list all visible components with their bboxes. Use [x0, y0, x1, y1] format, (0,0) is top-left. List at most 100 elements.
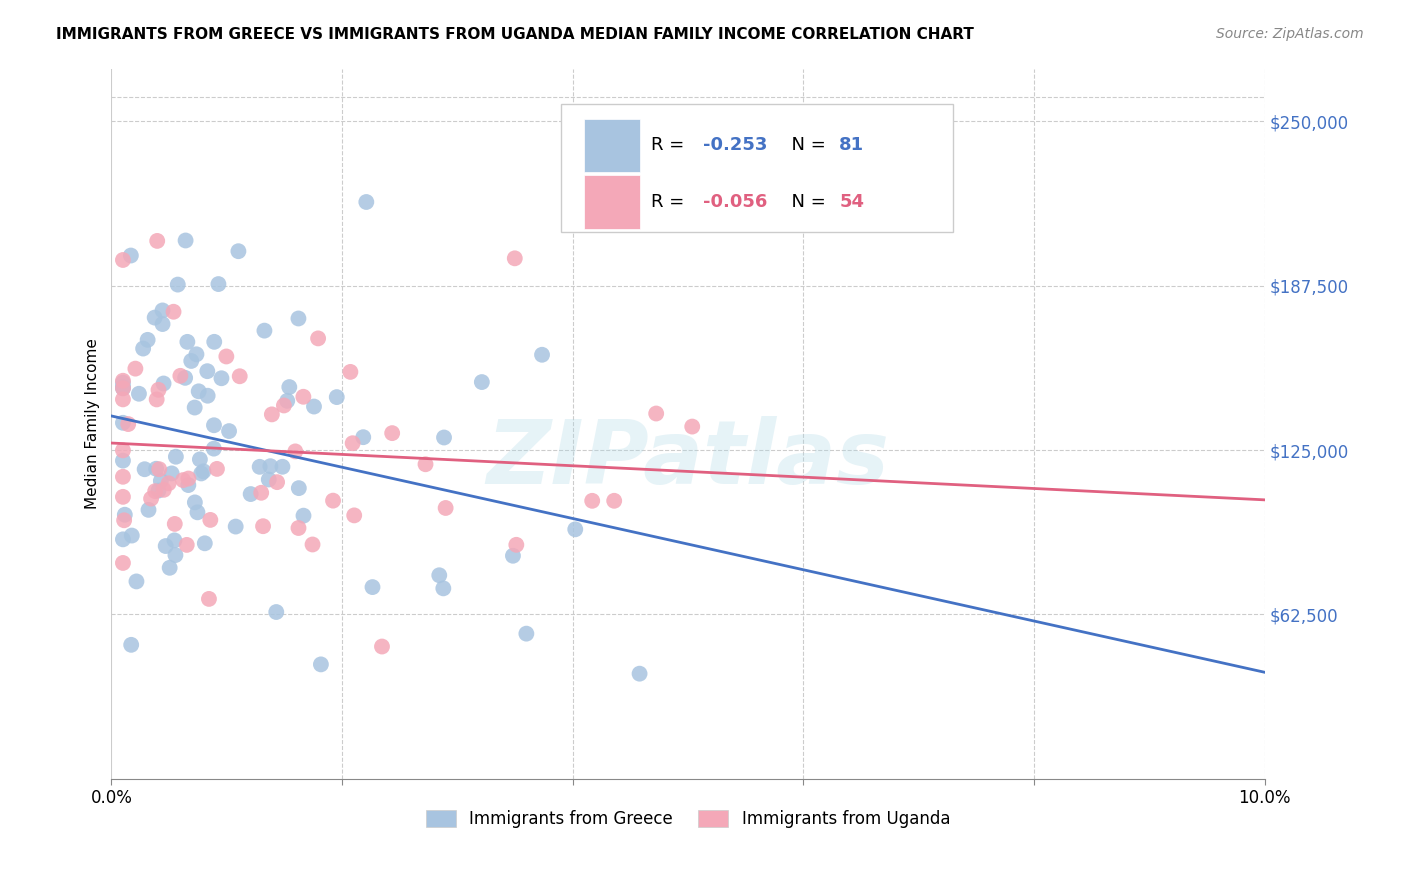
Y-axis label: Median Family Income: Median Family Income	[86, 338, 100, 509]
Point	[166, 277, 188, 292]
Point	[111, 252, 134, 267]
Point	[628, 666, 651, 681]
Point	[146, 234, 169, 248]
Point	[139, 491, 162, 506]
Point	[128, 386, 150, 401]
Point	[434, 500, 457, 515]
Point	[228, 369, 250, 384]
Point	[287, 521, 309, 535]
Point	[159, 561, 181, 575]
Point	[111, 381, 134, 395]
Point	[162, 304, 184, 318]
Point	[207, 277, 229, 291]
Point	[205, 462, 228, 476]
Point	[225, 519, 247, 533]
FancyBboxPatch shape	[585, 176, 640, 228]
Point	[176, 334, 198, 349]
Point	[276, 393, 298, 408]
Point	[515, 626, 537, 640]
Point	[302, 400, 325, 414]
Point	[215, 350, 238, 364]
Point	[564, 522, 586, 536]
Point	[155, 539, 177, 553]
Point	[160, 467, 183, 481]
Point	[381, 426, 404, 441]
Point	[427, 568, 450, 582]
Point	[138, 503, 160, 517]
Point	[581, 493, 603, 508]
Point	[273, 399, 295, 413]
Point	[339, 365, 361, 379]
Point	[111, 392, 134, 407]
Point	[292, 508, 315, 523]
Point	[218, 424, 240, 438]
Point	[252, 519, 274, 533]
Point	[120, 248, 142, 262]
Point	[111, 374, 134, 388]
Point	[111, 380, 134, 394]
Point	[502, 549, 524, 563]
Point	[197, 389, 219, 403]
Text: 54: 54	[839, 193, 865, 211]
Point	[149, 474, 172, 488]
Point	[603, 493, 626, 508]
Point	[111, 490, 134, 504]
Point	[134, 462, 156, 476]
Point	[136, 333, 159, 347]
Point	[433, 430, 456, 444]
Point	[284, 444, 307, 458]
Point	[249, 459, 271, 474]
Point	[186, 347, 208, 361]
Text: N =: N =	[780, 136, 832, 154]
Point	[111, 381, 134, 395]
Point	[259, 459, 281, 474]
Point	[309, 657, 332, 672]
Point	[505, 538, 527, 552]
Point	[188, 452, 211, 467]
Point	[200, 513, 222, 527]
Point	[356, 194, 378, 209]
Point	[326, 390, 349, 404]
Point	[342, 436, 364, 450]
Legend: Immigrants from Greece, Immigrants from Uganda: Immigrants from Greece, Immigrants from …	[419, 803, 956, 835]
Point	[371, 640, 394, 654]
Point	[186, 505, 208, 519]
Point	[169, 368, 191, 383]
Text: R =: R =	[651, 136, 690, 154]
Point	[194, 536, 217, 550]
Point	[415, 457, 437, 471]
Point	[432, 582, 454, 596]
Point	[125, 574, 148, 589]
Point	[121, 528, 143, 542]
Point	[190, 467, 212, 481]
Point	[352, 430, 374, 444]
Point	[228, 244, 250, 259]
Point	[172, 473, 194, 487]
Text: -0.056: -0.056	[703, 193, 768, 211]
Point	[152, 317, 174, 331]
Point	[193, 464, 215, 478]
Point	[148, 383, 170, 397]
Point	[112, 513, 135, 527]
Point	[292, 390, 315, 404]
Point	[177, 471, 200, 485]
Point	[177, 478, 200, 492]
Point	[148, 462, 170, 476]
Point	[260, 408, 283, 422]
Point	[174, 234, 197, 248]
Point	[165, 548, 187, 562]
Point	[174, 371, 197, 385]
Point	[143, 484, 166, 499]
Point	[183, 401, 205, 415]
Point	[301, 537, 323, 551]
Point	[111, 556, 134, 570]
Text: IMMIGRANTS FROM GREECE VS IMMIGRANTS FROM UGANDA MEDIAN FAMILY INCOME CORRELATIO: IMMIGRANTS FROM GREECE VS IMMIGRANTS FRO…	[56, 27, 974, 42]
Point	[145, 392, 167, 407]
Point	[211, 371, 233, 385]
Point	[152, 303, 174, 318]
Point	[278, 380, 301, 394]
Point	[307, 331, 329, 345]
Point	[187, 384, 209, 399]
Point	[111, 470, 134, 484]
Point	[195, 364, 218, 378]
